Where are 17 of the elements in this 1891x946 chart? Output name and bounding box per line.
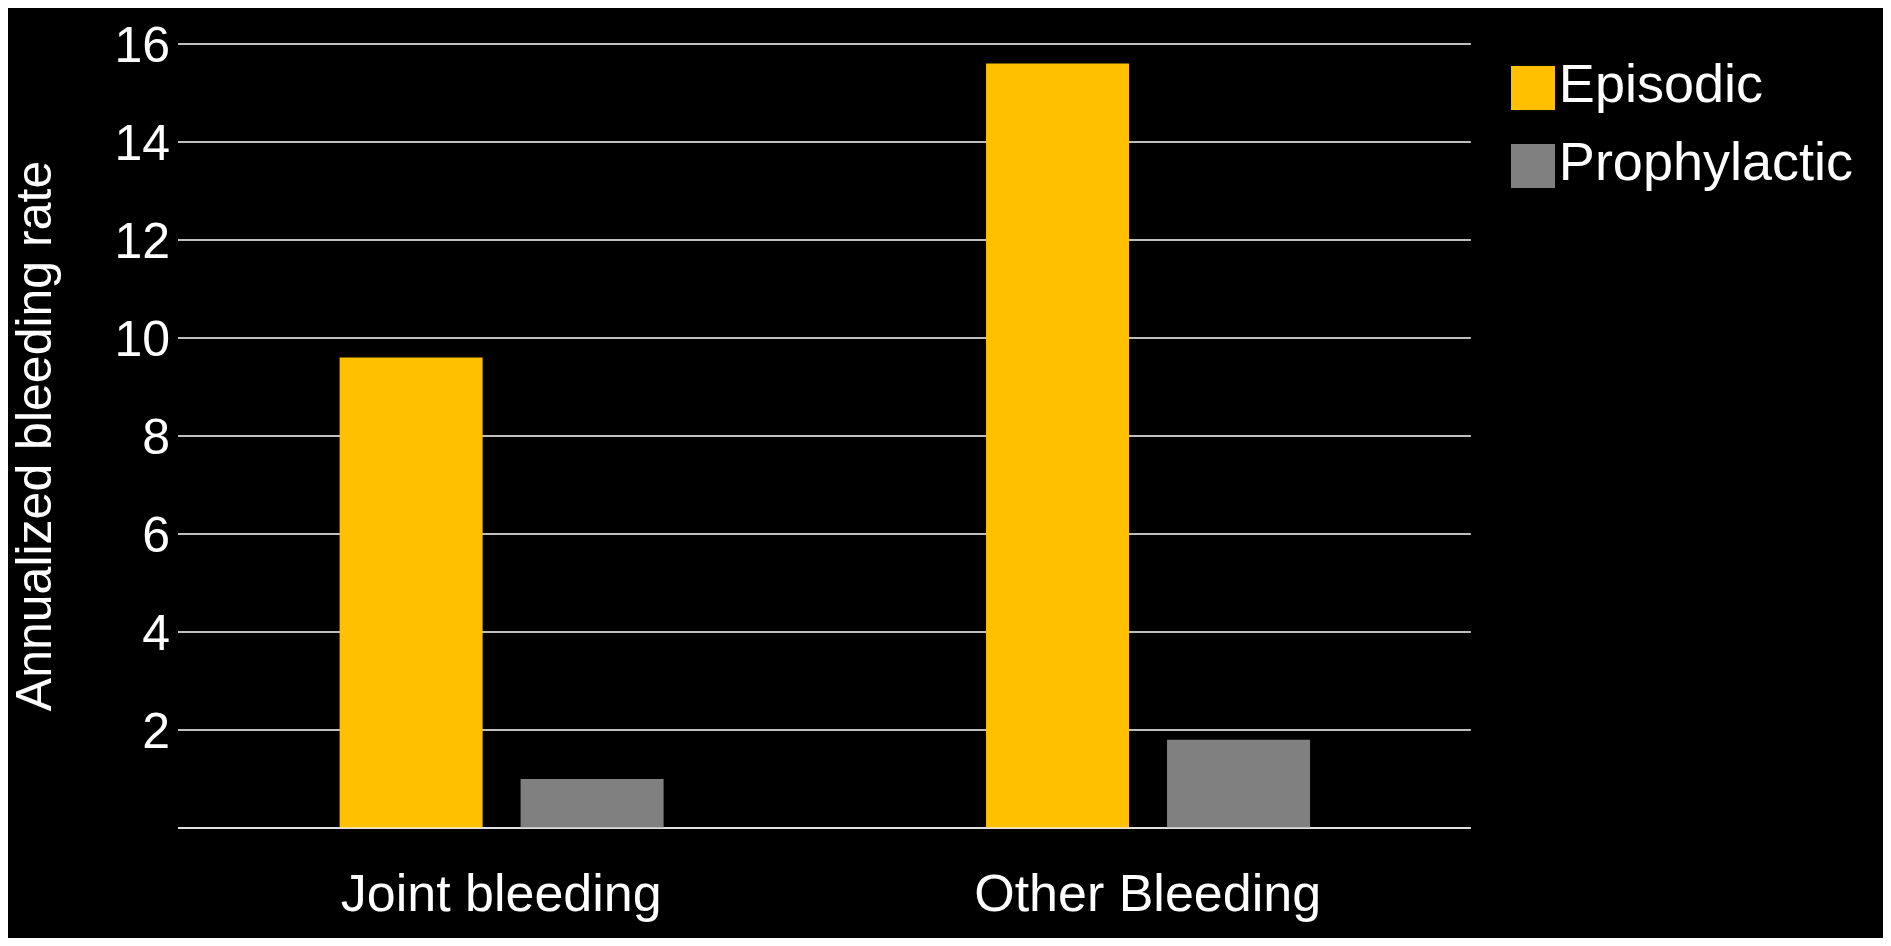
x-tick-label: Joint bleeding — [340, 863, 662, 922]
y-tick-label: 14 — [114, 114, 170, 171]
y-tick-label: 10 — [114, 310, 170, 367]
y-axis-title: Annualized bleeding rate — [5, 160, 62, 712]
y-tick-label: 16 — [114, 16, 170, 73]
y-tick-label: 8 — [142, 408, 170, 465]
legend-label: Episodic — [1558, 53, 1763, 113]
y-tick-label: 12 — [114, 212, 170, 269]
y-tick-label: 2 — [142, 702, 170, 759]
y-tick-label: 6 — [142, 506, 170, 563]
bar — [986, 63, 1130, 828]
bar — [520, 779, 664, 828]
bar — [1167, 739, 1311, 828]
legend-label: Prophylactic — [1558, 131, 1853, 191]
y-tick-label: 4 — [142, 604, 170, 661]
x-tick-label: Other Bleeding — [974, 863, 1322, 922]
bar — [339, 357, 483, 828]
